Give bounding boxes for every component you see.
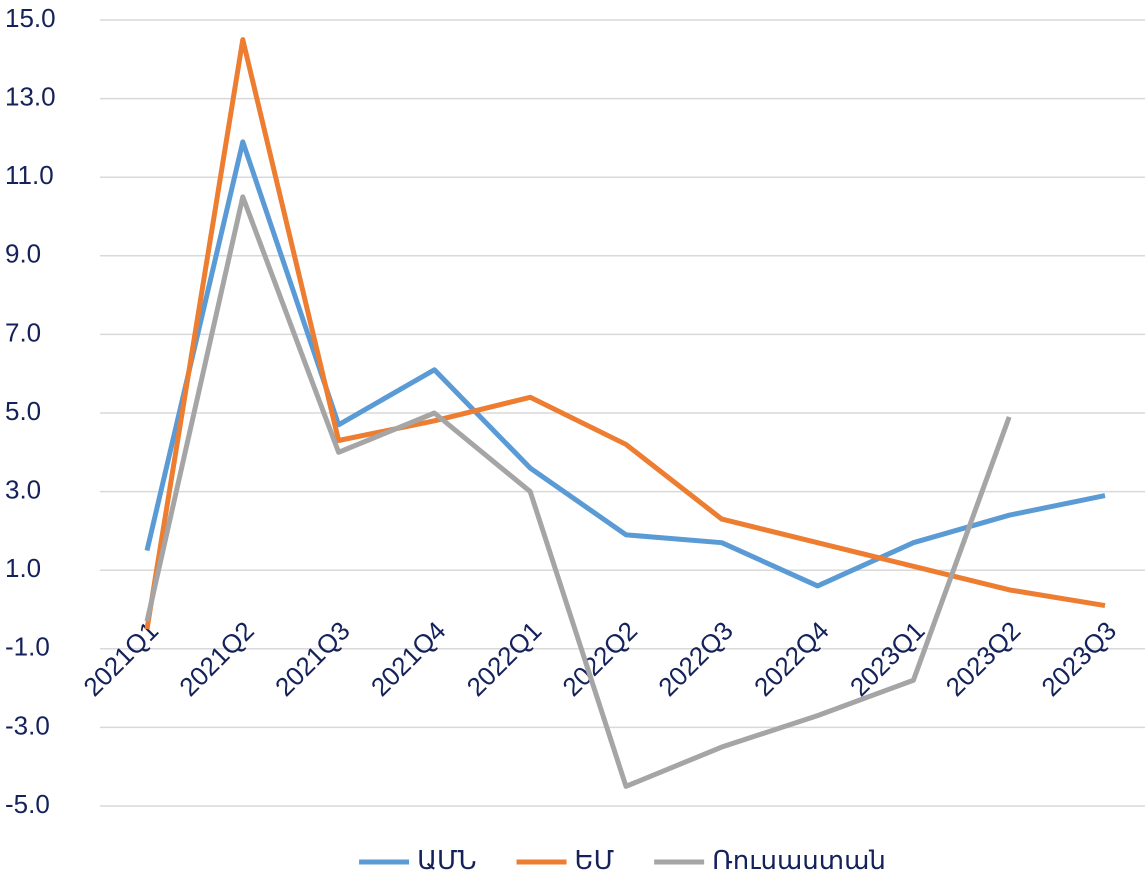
x-tick-label: 2022Q4 [748,615,835,702]
series-line [144,37,1106,630]
legend: ԱՄՆ ԵՄ Ռուսաստան [359,845,886,875]
series-line [144,194,1012,789]
y-tick-label: 5.0 [5,396,41,426]
x-tick-label: 2021Q2 [173,615,260,702]
y-tick-label: 13.0 [5,81,56,111]
legend-label: ԵՄ [575,845,615,875]
x-tick-label: 2022Q3 [652,615,739,702]
x-tick-label: 2021Q1 [77,615,164,702]
y-tick-label: 9.0 [5,239,41,269]
x-tick-label: 2022Q2 [556,615,643,702]
series-line [144,139,1106,589]
x-tick-label: 2023Q3 [1035,615,1122,702]
legend-label: Ռուսաստան [712,845,886,875]
y-tick-label: 3.0 [5,474,41,504]
x-tick-label: 2021Q4 [365,615,452,702]
x-tick-label: 2023Q2 [940,615,1027,702]
y-tick-label: 11.0 [5,160,54,190]
y-tick-label: -5.0 [5,789,50,819]
x-tick-label: 2022Q1 [461,615,548,702]
y-tick-label: -3.0 [5,710,50,740]
y-tick-label: 7.0 [5,317,41,347]
x-tick-label: 2021Q3 [269,615,356,702]
legend-label: ԱՄՆ [417,845,476,875]
y-tick-label: -1.0 [5,632,50,662]
y-tick-label: 1.0 [5,553,41,583]
y-tick-label: 15.0 [5,3,56,33]
